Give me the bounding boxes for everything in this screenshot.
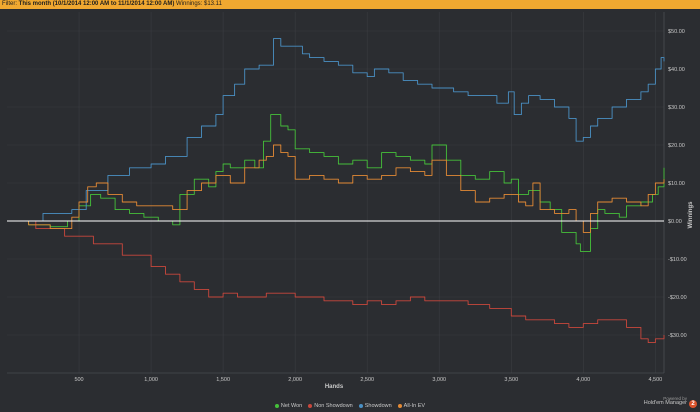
- y-tick-label: $0.00: [668, 219, 682, 225]
- legend-item-all-in-ev[interactable]: All-In EV: [397, 402, 426, 409]
- series-line-non-showdown[interactable]: [7, 220, 665, 344]
- powered-by-text: Powered by: [663, 396, 687, 401]
- x-tick-label: 500: [74, 377, 83, 383]
- y-tick-label: -$20.00: [668, 295, 687, 301]
- x-tick-label: 1,500: [216, 377, 230, 383]
- filter-label: Filter:: [2, 1, 17, 7]
- x-tick-label: 2,500: [360, 377, 374, 383]
- filter-period: This month: [18, 1, 52, 7]
- legend-label: All-In EV: [403, 402, 426, 409]
- legend-swatch: [358, 403, 363, 408]
- x-tick-label: 1,000: [144, 377, 158, 383]
- gridlines: [7, 12, 664, 373]
- y-tick-label: $40.00: [668, 67, 685, 73]
- y-tick-label: $30.00: [668, 105, 685, 111]
- series-line-net-won[interactable]: [7, 114, 665, 252]
- x-axis-label: Hands: [325, 384, 344, 390]
- legend-label: Showdown: [364, 402, 392, 409]
- y-axis-label: Winnings: [688, 201, 694, 229]
- y-tick-label: $20.00: [668, 143, 685, 149]
- product-name: Hold'em Manager: [643, 400, 687, 406]
- winnings-chart[interactable]: $50.00 $40.00 $30.00 $20.00 $10.00 $0.00 -$10.…: [0, 9, 700, 401]
- series-line-showdown[interactable]: [7, 38, 665, 222]
- plot-background: [0, 9, 700, 401]
- legend-swatch: [274, 403, 279, 408]
- winnings-label: Winnings:: [175, 1, 203, 7]
- legend-item-net-won[interactable]: Net Won: [274, 402, 303, 409]
- series-lines: [7, 38, 665, 344]
- branding: Powered by Hold'em Manager 2: [637, 396, 697, 410]
- legend-item-showdown[interactable]: Showdown: [358, 402, 392, 409]
- winnings-value: $13.11: [204, 1, 222, 7]
- y-tick-label: $50.00: [668, 29, 685, 35]
- legend-swatch: [397, 403, 402, 408]
- x-tick-label: 4,000: [576, 377, 590, 383]
- legend: Net Won Non Showdown Showdown All-In EV: [0, 401, 700, 410]
- legend-item-non-showdown[interactable]: Non Showdown: [308, 403, 353, 409]
- legend-label: Non Showdown: [314, 402, 353, 409]
- axes: $50.00 $40.00 $30.00 $20.00 $10.00 $0.00 -$10.…: [7, 12, 687, 383]
- legend-label: Net Won: [280, 402, 303, 409]
- hem-logo-icon: 2: [689, 400, 697, 408]
- y-tick-label: -$30.00: [668, 333, 687, 339]
- filter-bar[interactable]: Filter: This month (10/1/2014 12:00 AM t…: [0, 0, 700, 9]
- x-tick-label: 2,000: [288, 377, 302, 383]
- x-tick-label: 3,500: [504, 377, 518, 383]
- filter-range: (10/1/2014 12:00 AM to 11/1/2014 12:00 A…: [52, 1, 175, 7]
- legend-swatch: [308, 403, 313, 408]
- y-tick-label: $10.00: [668, 181, 685, 187]
- x-tick-label: 3,000: [432, 377, 446, 383]
- x-tick-label: 4,500: [648, 377, 662, 383]
- y-tick-label: -$10.00: [668, 257, 687, 263]
